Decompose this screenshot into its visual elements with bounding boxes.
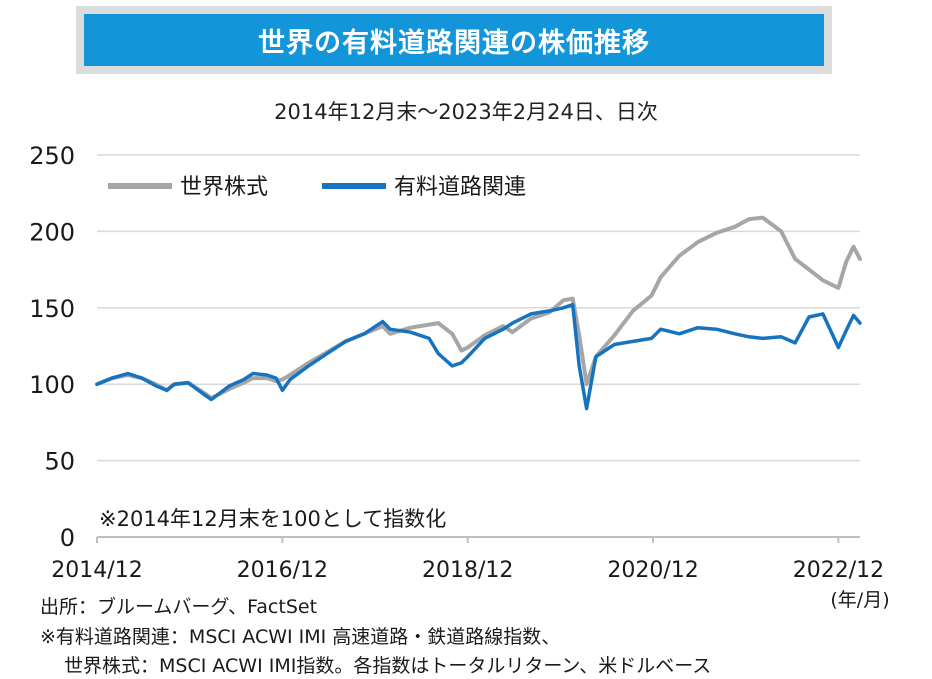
series-line-toll-road bbox=[95, 302, 862, 411]
y-tick-label: 50 bbox=[44, 448, 75, 476]
index-note-2: 世界株式：MSCI ACWI IMI指数。各指数はトータルリターン、米ドルベース bbox=[64, 655, 712, 677]
chart-title: 世界の有料道路関連の株価推移 bbox=[84, 14, 824, 66]
y-tick-label: 200 bbox=[29, 218, 75, 246]
y-tick-label: 0 bbox=[60, 524, 75, 552]
x-tick-label: 2018/12 bbox=[422, 558, 513, 583]
y-tick-label: 100 bbox=[29, 371, 75, 399]
y-tick-label: 250 bbox=[29, 142, 75, 170]
index-note-1: ※有料道路関連：MSCI ACWI IMI 高速道路・鉄道路線指数、 bbox=[40, 626, 561, 648]
x-tick-label: 2014/12 bbox=[51, 558, 142, 583]
x-tick-label: 2022/12 bbox=[793, 558, 884, 583]
chart-subtitle: 2014年12月末～2023年2月24日、日次 bbox=[274, 100, 658, 124]
x-unit-label: (年/月) bbox=[830, 589, 889, 611]
source-note: 出所：ブルームバーグ、FactSet bbox=[40, 596, 318, 618]
legend-label: 世界株式 bbox=[180, 175, 268, 200]
x-tick-label: 2016/12 bbox=[237, 558, 328, 583]
legend-label: 有料道路関連 bbox=[394, 175, 526, 200]
x-tick-label: 2020/12 bbox=[607, 558, 698, 583]
y-tick-label: 150 bbox=[29, 295, 75, 323]
index-annotation: ※2014年12月末を100として指数化 bbox=[99, 507, 446, 531]
